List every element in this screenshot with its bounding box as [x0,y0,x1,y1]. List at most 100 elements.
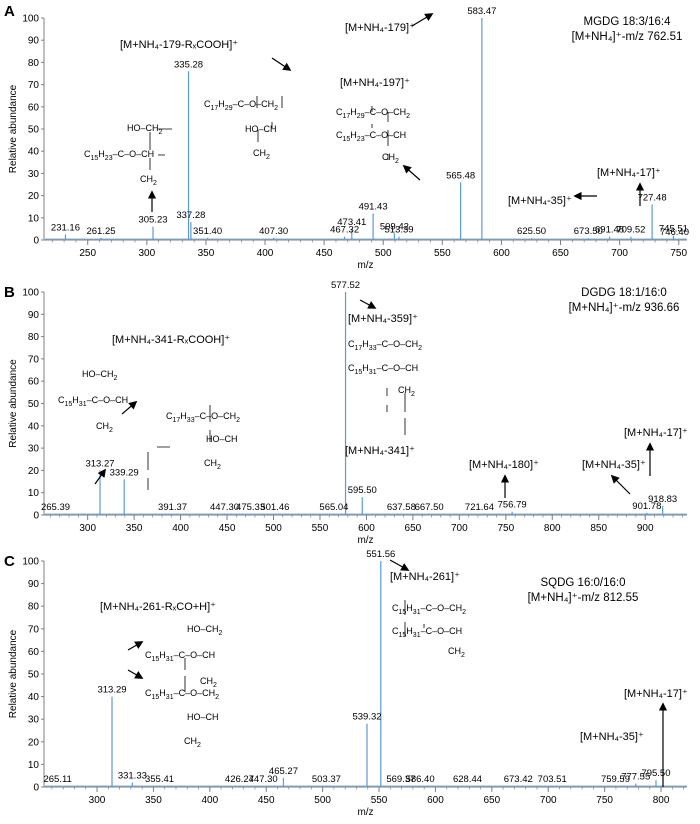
peak-label: 667.50 [415,502,444,513]
x-tick-label: 700 [451,523,468,534]
panel-letter: A [4,3,15,20]
peak-label: 586.40 [406,774,435,785]
peak-label: 759.59 [601,774,630,785]
peak-label: 569.37 [386,774,415,785]
lipid-name: MGDG 18:3/16:4 [584,16,672,28]
peak-label: 625.50 [517,226,546,237]
fragment-annotation: [M+NH₄-35]⁺ [508,195,572,207]
y-tick-label: 60 [28,647,40,658]
x-tick-label: 400 [172,523,189,534]
lipid-name: DGDG 18:1/16:0 [581,287,667,299]
annotation-arrow [411,13,434,27]
y-tick-label: 80 [28,58,40,69]
svg-text:CH2: CH2 [140,174,157,187]
peak-label: 595.50 [348,485,377,496]
y-tick-label: 0 [33,236,39,247]
y-tick-label: 0 [33,783,39,794]
fragment-annotation: [M+NH₄-359]⁺ [348,313,418,325]
x-tick-label: 350 [126,523,143,534]
peak-label: 691.48 [595,225,624,236]
y-tick-label: 10 [28,213,40,224]
peak-label: 727.48 [638,192,667,203]
y-tick-label: 20 [28,466,40,477]
svg-text:C15H31–C–O–CH: C15H31–C–O–CH [145,650,215,663]
peak-label: 565.04 [319,502,348,513]
svg-text:HO–CH: HO–CH [245,124,277,134]
fragment-annotation: [M+NH₄-17]⁺ [597,167,661,179]
y-tick-label: 100 [22,557,39,568]
peak-label: 551.56 [366,549,395,560]
lipid-name: SQDG 16:0/16:0 [540,577,625,589]
svg-text:C17H33–C–O–CH2: C17H33–C–O–CH2 [166,411,240,424]
peak-label: 313.27 [85,458,114,469]
fragment-annotation: [M+NH₄-17]⁺ [624,427,688,439]
x-tick-label: 450 [219,523,236,534]
x-tick-label: 700 [540,795,557,806]
svg-text:HO–CH2: HO–CH2 [187,624,223,637]
y-tick-label: 30 [28,444,40,455]
x-tick-label: 350 [145,795,162,806]
panel-letter: C [4,553,15,570]
precursor-ion: [M+NH₄]⁺-m/z 936.66 [569,302,680,314]
peak-label: 391.37 [158,502,187,513]
peak-label: 673.42 [504,774,533,785]
svg-text:C15H31–C–O–CH2: C15H31–C–O–CH2 [145,688,219,701]
annotation-arrow [271,57,292,71]
peak-label: 305.23 [138,215,167,226]
structure-drawing [147,96,425,692]
peak-label: 261.25 [86,226,115,237]
x-tick-label: 450 [258,795,275,806]
y-tick-label: 30 [28,169,40,180]
peak-label: 745.51 [659,224,688,235]
y-tick-label: 90 [28,310,40,321]
peak-label: 313.29 [97,685,126,696]
y-axis-label: Relative abundance [8,84,19,173]
svg-text:C17H29–C–O–CH2: C17H29–C–O–CH2 [336,107,410,120]
fragment-annotation: [M+NH₄-197]⁺ [340,77,410,89]
y-tick-label: 60 [28,377,40,388]
annotation-arrow [610,474,631,495]
peak-label: 721.64 [465,502,494,513]
svg-text:CH2: CH2 [398,385,415,398]
peak-label: 513.39 [385,225,414,236]
svg-text:HO–CH2: HO–CH2 [127,123,163,136]
fragment-annotation: [M+NH₄-341-RₓCOOH]⁺ [112,334,230,346]
peak-label: 637.58 [387,502,416,513]
x-tick-label: 550 [371,795,388,806]
annotation-arrow [389,559,410,571]
svg-text:C15H23–C–O–CH: C15H23–C–O–CH [84,149,154,162]
x-tick-label: 700 [611,248,628,259]
y-tick-label: 70 [28,354,40,365]
x-tick-label: 350 [198,248,215,259]
peak-label: 473.41 [337,217,366,228]
x-tick-label: 450 [316,248,333,259]
x-tick-label: 750 [497,523,514,534]
svg-text:CH2: CH2 [204,458,221,471]
peak-label: 407.30 [259,226,288,237]
x-tick-label: 300 [138,248,155,259]
x-axis-label: m/z [357,260,373,271]
svg-text:C15H23–C–O–CH: C15H23–C–O–CH [336,130,406,143]
svg-text:C15H31–C–O–CH2: C15H31–C–O–CH2 [392,603,466,616]
y-axis-label: Relative abundance [8,359,19,448]
peak-label: 265.11 [43,774,71,785]
annotation-arrow [121,400,138,415]
peak-label: 501.46 [260,502,289,513]
y-tick-label: 90 [28,36,40,47]
annotation-arrow [402,164,421,181]
peak-label: 351.40 [193,226,222,237]
x-tick-label: 550 [434,248,451,259]
y-tick-label: 30 [28,715,40,726]
peak-label: 709.52 [616,225,645,236]
x-tick-label: 650 [552,248,569,259]
x-tick-label: 750 [670,248,687,259]
fragment-annotation: [M+NH₄-179-RₓCOOH]⁺ [120,39,238,51]
fragment-annotation: [M+NH₄-261]⁺ [390,571,460,583]
spectrum-panel-b: B 0 10 20 30 40 50 60 70 80 90 100 300 350 400 450 500 5… [4,280,688,546]
peak-label: 337.28 [176,210,205,221]
y-tick-label: 100 [22,288,39,299]
peak-label: 503.37 [312,774,341,785]
peak-label: 777.55 [621,772,650,783]
